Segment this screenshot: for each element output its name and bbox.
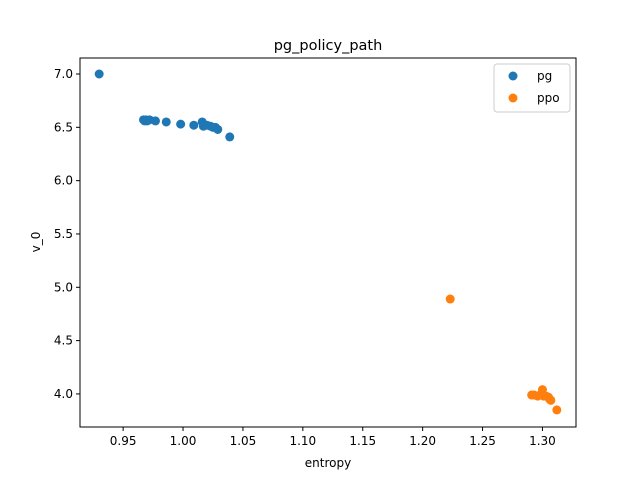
x-tick-label: 1.00 xyxy=(170,434,197,448)
pg-point xyxy=(225,132,235,142)
pg-point xyxy=(94,69,104,79)
legend-label-pg: pg xyxy=(537,69,552,83)
pg-point xyxy=(176,119,186,129)
x-tick-label: 1.20 xyxy=(409,434,436,448)
y-tick-label: 4.0 xyxy=(54,387,73,401)
x-tick-label: 1.15 xyxy=(349,434,376,448)
x-axis-label: entropy xyxy=(305,456,351,470)
legend-marker-ppo xyxy=(508,93,518,103)
legend-marker-pg xyxy=(508,71,518,81)
x-tick-label: 0.95 xyxy=(110,434,137,448)
y-axis: 4.0 4.5 5.0 5.5 6.0 6.5 7.0 xyxy=(54,67,80,401)
ppo-point xyxy=(546,395,556,405)
pg-point xyxy=(189,120,199,130)
x-tick-label: 1.10 xyxy=(289,434,316,448)
x-tick-label: 1.25 xyxy=(469,434,496,448)
pg-point xyxy=(161,117,171,127)
y-axis-label: v_0 xyxy=(29,232,43,253)
y-tick-label: 5.5 xyxy=(54,227,73,241)
y-tick-label: 7.0 xyxy=(54,67,73,81)
y-tick-label: 5.0 xyxy=(54,280,73,294)
pg-point xyxy=(150,116,160,126)
y-tick-label: 4.5 xyxy=(54,334,73,348)
ppo-point xyxy=(445,294,455,304)
data-points xyxy=(94,69,562,415)
x-tick-label: 1.30 xyxy=(529,434,556,448)
x-tick-label: 1.05 xyxy=(230,434,257,448)
y-tick-label: 6.0 xyxy=(54,174,73,188)
ppo-point xyxy=(552,405,562,415)
x-axis: 0.95 1.00 1.05 1.10 1.15 1.20 1.25 1.30 xyxy=(110,427,556,448)
legend-label-ppo: ppo xyxy=(537,91,560,105)
y-tick-label: 6.5 xyxy=(54,120,73,134)
plot-frame xyxy=(79,57,577,428)
pg-point xyxy=(213,124,223,134)
chart-title: pg_policy_path xyxy=(274,38,383,54)
plot-area xyxy=(79,57,577,428)
legend: pg ppo xyxy=(493,63,571,113)
